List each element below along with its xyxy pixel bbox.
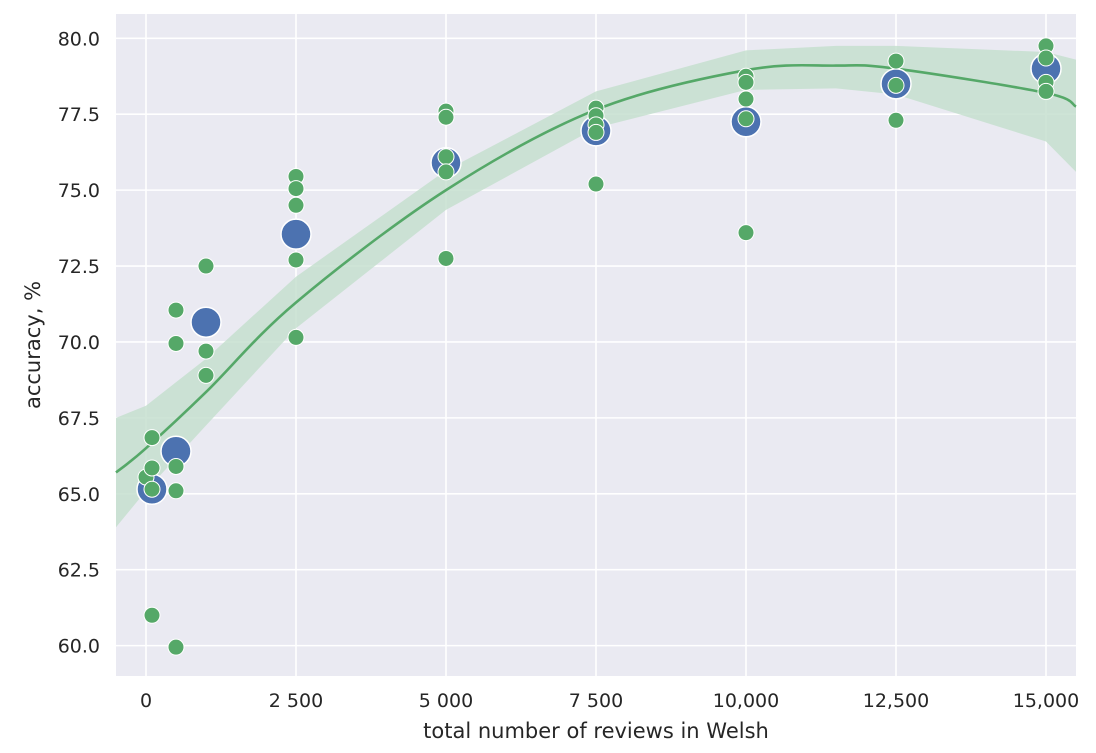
- run-point: [143, 429, 161, 447]
- run-point: [437, 148, 455, 166]
- confidence-band-layer: [116, 45, 1076, 528]
- run-point: [197, 257, 215, 275]
- x-tick-label: 5 000: [419, 690, 473, 712]
- run-point: [437, 108, 455, 126]
- x-axis-label: total number of reviews in Welsh: [423, 719, 769, 743]
- x-tick-label: 15,000: [1013, 690, 1079, 712]
- mean-point: [190, 306, 222, 338]
- run-point: [143, 459, 161, 477]
- run-point: [437, 249, 455, 267]
- x-tick-label: 2 500: [269, 690, 323, 712]
- run-point: [167, 301, 185, 319]
- y-tick-label: 67.5: [58, 408, 100, 430]
- run-point: [587, 123, 605, 141]
- mean-point: [280, 218, 312, 250]
- run-point: [287, 328, 305, 346]
- run-point: [737, 73, 755, 91]
- x-axis-ticks: 0 2 500 5 000 7 500 10,000 12,500 15,000: [140, 690, 1079, 712]
- run-point: [887, 76, 905, 94]
- run-point: [737, 110, 755, 128]
- run-point: [287, 196, 305, 214]
- run-point: [197, 342, 215, 360]
- run-point: [1037, 82, 1055, 100]
- y-tick-label: 62.5: [58, 560, 100, 582]
- y-tick-label: 75.0: [58, 180, 100, 202]
- run-point: [167, 457, 185, 475]
- run-points-layer: [137, 37, 1055, 656]
- y-tick-label: 80.0: [58, 28, 100, 50]
- x-tick-label: 7 500: [569, 690, 623, 712]
- y-tick-label: 65.0: [58, 484, 100, 506]
- run-point: [143, 606, 161, 624]
- y-tick-label: 77.5: [58, 104, 100, 126]
- run-point: [437, 163, 455, 181]
- y-axis-label: accuracy, %: [21, 281, 45, 409]
- run-point: [287, 251, 305, 269]
- run-point: [167, 482, 185, 500]
- y-axis-ticks: 60.0 62.5 65.0 67.5 70.0 72.5 75.0 77.5 80.0: [58, 28, 100, 657]
- run-point: [167, 334, 185, 352]
- x-tick-label: 12,500: [863, 690, 929, 712]
- run-point: [1037, 49, 1055, 67]
- run-point: [887, 52, 905, 70]
- run-point: [143, 480, 161, 498]
- run-point: [287, 180, 305, 198]
- run-point: [197, 366, 215, 384]
- run-point: [737, 90, 755, 108]
- trend-line: [115, 63, 1077, 474]
- confidence-band: [116, 45, 1076, 528]
- run-point: [737, 224, 755, 242]
- y-tick-label: 72.5: [58, 256, 100, 278]
- run-point: [167, 638, 185, 656]
- x-tick-label: 10,000: [713, 690, 779, 712]
- y-tick-label: 60.0: [58, 636, 100, 658]
- x-tick-label: 0: [140, 690, 152, 712]
- trend-line-layer: [115, 63, 1077, 474]
- y-tick-label: 70.0: [58, 332, 100, 354]
- run-point: [587, 175, 605, 193]
- run-point: [887, 111, 905, 129]
